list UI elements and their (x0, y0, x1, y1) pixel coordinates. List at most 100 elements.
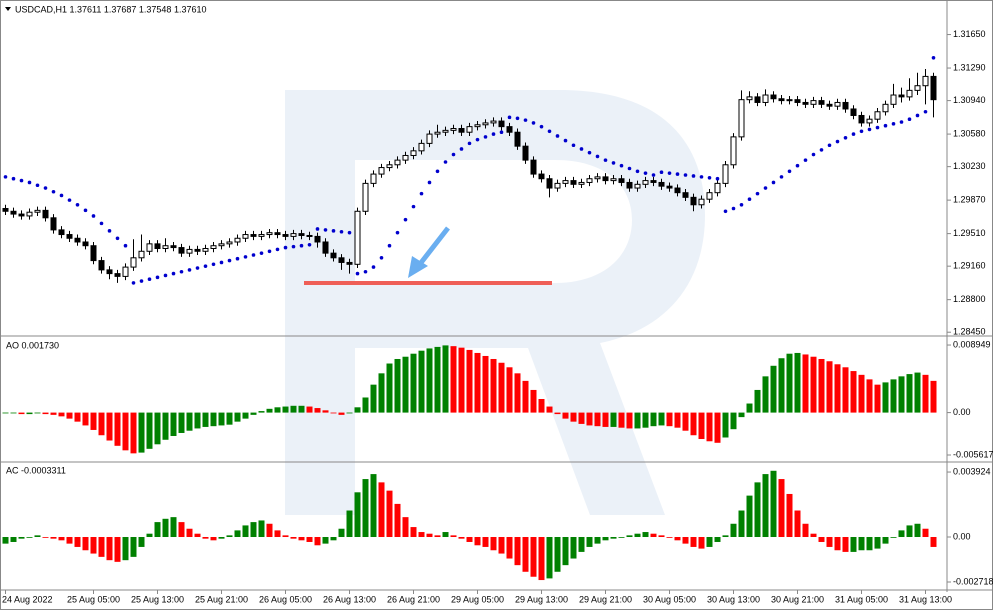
histogram-bar (562, 412, 569, 419)
x-tick-label: 29 Aug 05:00 (451, 594, 504, 604)
sar-dot (355, 271, 360, 276)
histogram-bar (682, 412, 689, 431)
histogram-bar (154, 522, 161, 538)
histogram-bar (594, 412, 601, 427)
candle-body (194, 248, 201, 252)
histogram-bar (818, 537, 825, 542)
candle-body (442, 129, 449, 133)
candle-body (634, 183, 641, 189)
histogram-bar (282, 535, 289, 538)
sar-dot (75, 202, 80, 207)
sar-dot (107, 229, 112, 233)
y-tick-label: 1.29870 (953, 195, 986, 205)
histogram-bar (802, 354, 809, 413)
histogram-bar (314, 408, 321, 413)
candle-body (538, 173, 545, 180)
histogram-bar (218, 537, 225, 539)
histogram-bar (770, 365, 777, 413)
histogram-bar (66, 537, 73, 544)
sar-dot (643, 171, 648, 175)
histogram-bar (226, 535, 233, 538)
histogram-bar (466, 349, 473, 413)
histogram-bar (50, 537, 57, 539)
histogram-bar (210, 412, 217, 427)
histogram-bar (34, 535, 41, 538)
histogram-bar (18, 537, 25, 539)
sar-dot (699, 175, 704, 179)
candle-body (330, 252, 337, 259)
candle-body (354, 210, 361, 265)
histogram-bar (754, 482, 761, 538)
histogram-bar (906, 525, 913, 538)
x-tick-label: 29 Aug 21:00 (579, 594, 632, 604)
histogram-bar (570, 412, 577, 422)
histogram-bar (794, 352, 801, 413)
histogram-bar (314, 537, 321, 546)
sar-dot (715, 176, 720, 181)
histogram-bar (50, 412, 57, 415)
sar-dot (155, 275, 160, 280)
sar-dot (523, 118, 528, 122)
histogram-bar (658, 535, 665, 538)
histogram-bar (794, 510, 801, 538)
sar-dot (875, 125, 880, 130)
candle-body (458, 128, 465, 133)
candle-body (306, 234, 313, 237)
histogram-bar (194, 533, 201, 538)
histogram-bar (130, 412, 137, 454)
histogram-bar (586, 537, 593, 547)
sar-dot (899, 120, 904, 124)
x-tick-label: 26 Aug 21:00 (387, 594, 440, 604)
sar-dot (747, 197, 752, 201)
candle-body (370, 173, 377, 184)
histogram-bar (890, 537, 897, 538)
candle-body (130, 257, 137, 268)
candle-body (10, 210, 17, 215)
candle-body (322, 241, 329, 254)
sar-dot (763, 186, 768, 190)
histogram-bar (298, 537, 305, 541)
y-tick-label: 1.31650 (953, 29, 986, 39)
histogram-bar (434, 346, 441, 413)
candle-body (162, 245, 169, 249)
candle-body (874, 111, 881, 120)
histogram-bar (874, 537, 881, 549)
sar-dot (803, 158, 808, 162)
histogram-bar (826, 537, 833, 547)
histogram-bar (330, 412, 337, 414)
histogram-bar (706, 537, 713, 547)
histogram-bar (346, 510, 353, 538)
histogram-bar (538, 399, 545, 413)
sar-dot (259, 251, 264, 255)
sar-dot (35, 183, 40, 188)
histogram-bar (458, 347, 465, 413)
histogram-bar (210, 537, 217, 541)
histogram-bar (402, 517, 409, 538)
sar-dot (323, 228, 328, 232)
histogram-bar (618, 412, 625, 428)
histogram-bar (866, 379, 873, 413)
candle-body (570, 180, 577, 185)
sar-dot (827, 143, 832, 148)
candle-body (186, 248, 193, 254)
histogram-bar (506, 367, 513, 413)
candle-body (706, 192, 713, 200)
histogram-bar (90, 537, 97, 554)
histogram-bar (602, 412, 609, 427)
candle-body (906, 89, 913, 98)
candle-body (266, 232, 273, 236)
chart-title: USDCAD,H1 1.37611 1.37687 1.37548 1.3761… (15, 4, 206, 14)
histogram-bar (194, 412, 201, 429)
histogram-bar (570, 537, 577, 559)
candle-body (402, 154, 409, 161)
sar-dot (475, 137, 480, 142)
sar-dot (179, 269, 184, 274)
sar-dot (499, 130, 504, 135)
candle-body (106, 269, 113, 275)
sar-dot (3, 175, 8, 179)
histogram-bar (234, 412, 241, 422)
histogram-bar (546, 406, 553, 413)
candle-body (58, 229, 65, 236)
histogram-bar (450, 535, 457, 538)
sar-dot (931, 56, 936, 60)
